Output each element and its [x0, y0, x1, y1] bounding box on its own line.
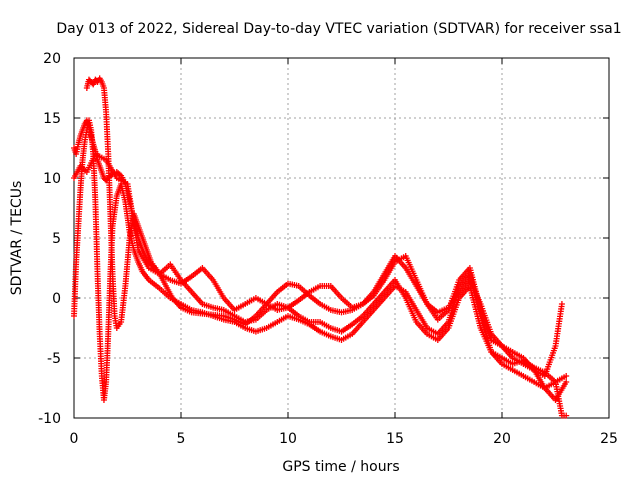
y-tick-label: -5: [47, 351, 61, 367]
x-tick-label: 10: [279, 431, 297, 447]
grid: [74, 58, 609, 418]
series-track-3: [83, 75, 565, 379]
data-point: [563, 412, 570, 419]
x-tick-label: 0: [70, 431, 79, 447]
y-tick-label: 10: [43, 171, 61, 187]
data-point: [563, 379, 570, 385]
y-axis: -10 -5 0 5 10 15 20: [38, 51, 609, 427]
y-tick-label: 20: [43, 51, 61, 67]
y-tick-label: 15: [43, 111, 61, 127]
y-tick-label: 0: [52, 291, 61, 307]
x-tick-label: 15: [386, 431, 404, 447]
x-tick-label: 20: [493, 431, 511, 447]
x-axis-label: GPS time / hours: [282, 459, 399, 475]
series-track-4: [71, 151, 570, 419]
data-point: [558, 301, 565, 307]
x-tick-label: 25: [600, 431, 618, 447]
data-point: [563, 373, 570, 379]
data-series: [71, 75, 570, 419]
y-axis-label: SDTVAR / TECUs: [9, 181, 25, 296]
x-tick-label: 5: [177, 431, 186, 447]
x-axis: 0 5 10 15 20 25: [70, 58, 618, 447]
y-tick-label: 5: [52, 231, 61, 247]
y-tick-label: -10: [38, 411, 61, 427]
chart-title: Day 013 of 2022, Sidereal Day-to-day VTE…: [56, 21, 621, 37]
